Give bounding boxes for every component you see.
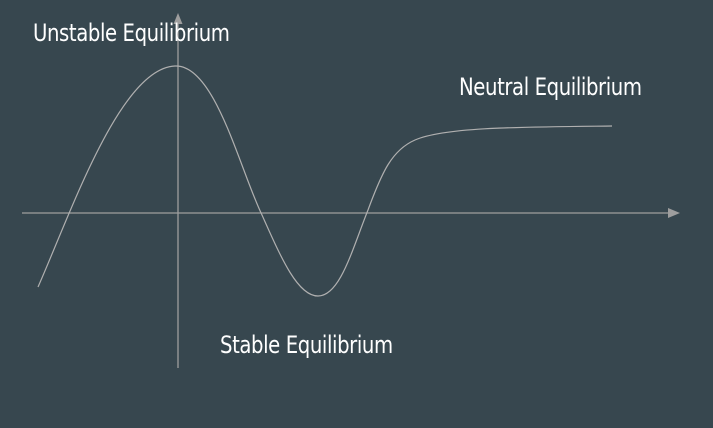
stable-equilibrium-label: Stable Equilibrium [220, 331, 393, 359]
x-axis-arrow-icon [668, 208, 680, 218]
neutral-equilibrium-label: Neutral Equilibrium [459, 73, 642, 101]
y-axis-arrow-icon [173, 13, 183, 24]
energy-curve [37, 65, 613, 297]
unstable-equilibrium-label: Unstable Equilibrium [33, 19, 230, 47]
